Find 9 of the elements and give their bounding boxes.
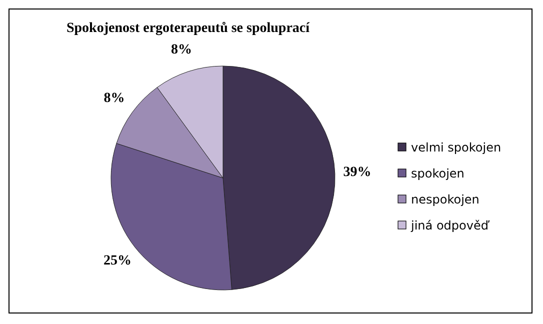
legend-label: nespokojen [411, 192, 480, 206]
data-label: 39% [343, 164, 372, 180]
data-label: 8% [170, 42, 192, 58]
legend-label: velmi spokojen [411, 140, 502, 154]
legend-label: spokojen [411, 166, 464, 180]
data-label: 8% [104, 91, 125, 106]
data-label: 25% [103, 253, 132, 268]
chart-title: Spokojenost ergoterapeutů se spoluprací [66, 21, 311, 36]
legend-label: jiná odpověď [410, 218, 490, 232]
